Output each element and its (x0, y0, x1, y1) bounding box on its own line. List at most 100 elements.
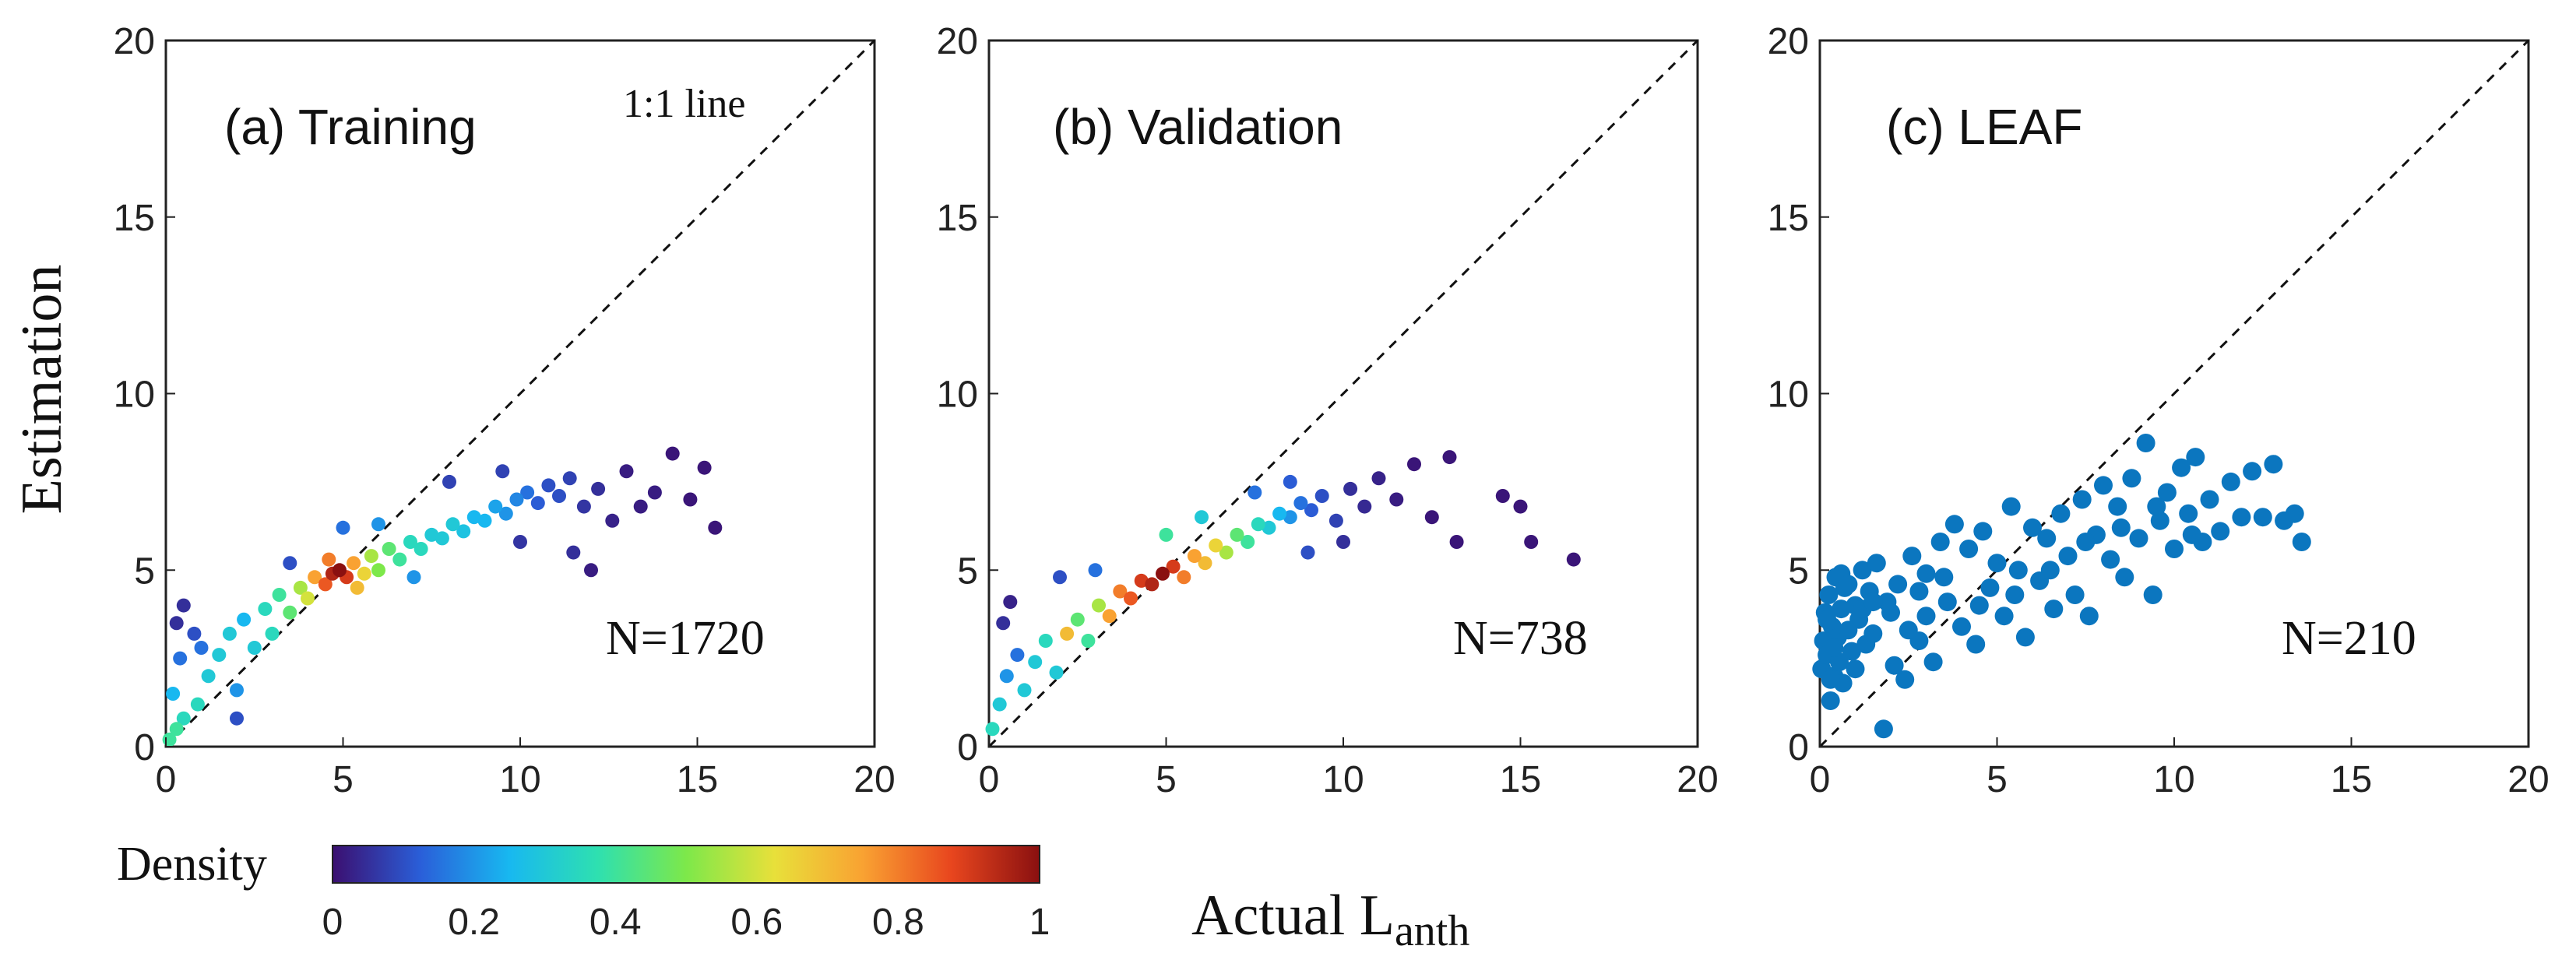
identity-line-label: 1:1 line (623, 82, 745, 126)
data-point (2001, 497, 2021, 516)
data-point (520, 485, 535, 500)
y-tick-label: 0 (957, 727, 978, 768)
data-point (541, 478, 556, 493)
data-point (1934, 568, 1954, 587)
data-point (2023, 518, 2042, 537)
points-layer (985, 450, 1581, 737)
data-point (350, 580, 364, 595)
data-point (2072, 490, 2092, 509)
y-tick-label: 15 (937, 198, 978, 239)
data-point (1877, 593, 1897, 612)
x-tick-label: 15 (677, 759, 718, 800)
data-point (1230, 527, 1244, 542)
data-point (318, 577, 333, 592)
data-point (283, 605, 297, 620)
data-point (222, 626, 237, 641)
data-point (1449, 535, 1464, 549)
data-point (1010, 648, 1025, 663)
x-tick-label: 10 (2153, 759, 2194, 800)
data-point (2243, 462, 2262, 481)
data-point (1314, 489, 1329, 503)
data-point (1407, 457, 1421, 472)
data-point (1371, 471, 1386, 486)
panel-title: (c) LEAF (1886, 99, 2082, 155)
data-point (212, 648, 227, 663)
data-point (1219, 545, 1233, 560)
colorbar-label: Density (117, 838, 267, 891)
data-point (2211, 522, 2230, 541)
data-point (1283, 474, 1297, 489)
identity-line (987, 39, 1699, 748)
data-point (1092, 598, 1106, 613)
data-point (1952, 617, 1971, 636)
data-point (605, 513, 620, 528)
data-point (406, 570, 421, 585)
data-point (2058, 547, 2078, 566)
data-point (1821, 691, 1840, 710)
data-point (382, 542, 396, 556)
data-point (1884, 656, 1904, 675)
x-axis-label-main: Actual L (1191, 884, 1395, 948)
data-point (1495, 489, 1510, 503)
data-point (2292, 533, 2311, 551)
x-axis-label-subscript: anth (1395, 907, 1469, 955)
data-point (1825, 638, 1844, 657)
y-tick-label: 0 (134, 727, 155, 768)
data-point (322, 552, 336, 567)
data-point (2165, 540, 2184, 558)
data-point (1134, 573, 1149, 588)
colorbar-ticks: 0 0.2 0.4 0.6 0.8 1 (322, 902, 1050, 943)
points-layer (162, 446, 723, 747)
data-point (371, 517, 385, 532)
data-point (1017, 683, 1032, 698)
y-tick-label: 10 (937, 375, 978, 416)
data-point (1980, 578, 2000, 597)
data-point (1240, 535, 1255, 549)
x-tick-label: 20 (1677, 759, 1718, 800)
data-point (1343, 481, 1358, 496)
y-tick-label: 15 (1768, 198, 1809, 239)
data-point (1081, 634, 1096, 648)
sample-count: N=1720 (606, 612, 765, 665)
data-point (1187, 549, 1202, 564)
data-point (1819, 585, 1839, 604)
data-point (190, 697, 205, 712)
data-point (708, 520, 723, 535)
data-point (697, 460, 712, 475)
colorbar: Density 0 0.2 0.4 0.6 0.8 1 (117, 838, 1050, 943)
colorbar-gradient (332, 845, 1040, 884)
data-point (1053, 570, 1067, 585)
data-point (1060, 626, 1075, 641)
data-point (371, 563, 385, 578)
x-tick-label: 10 (499, 759, 540, 800)
data-point (2005, 585, 2025, 604)
data-point (488, 499, 503, 514)
data-point (552, 489, 566, 503)
data-point (1283, 510, 1297, 525)
x-tick-label: 10 (1322, 759, 1364, 800)
data-point (530, 496, 545, 511)
data-point (1987, 554, 2007, 573)
data-point (1049, 665, 1064, 680)
data-point (2172, 458, 2191, 477)
data-point (1839, 575, 1858, 594)
data-point (1930, 533, 1950, 551)
data-point (1209, 538, 1223, 553)
data-point (1944, 515, 1964, 534)
data-point (1916, 564, 1936, 583)
x-ticks: 0 5 10 15 20 (979, 737, 1719, 800)
colorbar-tick-label: 0.8 (872, 902, 924, 943)
data-point (1251, 517, 1265, 532)
data-point (1899, 621, 1918, 640)
data-point (2186, 448, 2205, 467)
y-ticks: 0 5 10 15 20 (114, 21, 175, 768)
data-point (2015, 628, 2035, 647)
data-point (392, 552, 407, 567)
data-point (308, 570, 322, 585)
data-point (1923, 652, 1943, 672)
y-tick-label: 10 (1768, 375, 1809, 416)
data-point (2157, 483, 2177, 502)
data-point (2065, 585, 2085, 604)
data-point (1821, 670, 1840, 689)
